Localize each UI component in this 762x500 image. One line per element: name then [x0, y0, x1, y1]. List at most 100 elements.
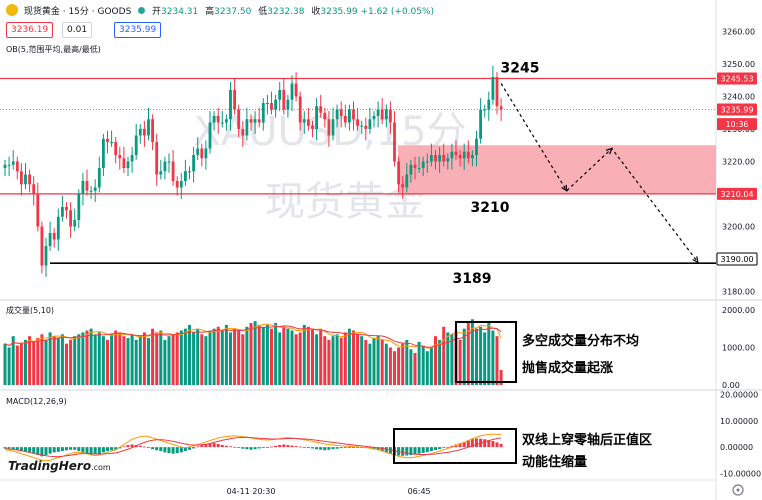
volume-bar [298, 332, 302, 385]
macd-histogram-bar [282, 444, 286, 448]
volume-bar [245, 326, 249, 385]
settings-icon[interactable] [732, 484, 744, 496]
candle [323, 107, 327, 128]
macd-histogram-bar [499, 443, 503, 448]
candle [61, 195, 64, 222]
candle [192, 146, 195, 183]
candle [491, 65, 495, 105]
candle [352, 101, 355, 131]
candle [44, 237, 48, 277]
macd-histogram-bar [11, 447, 15, 450]
volume-bar [15, 345, 19, 385]
candle [73, 208, 77, 232]
volume-bar [122, 336, 126, 385]
volume-bar [159, 330, 163, 385]
macd-tick-label: 20.00000 [720, 391, 758, 400]
macd-histogram-bar [470, 438, 474, 448]
macd-histogram-bar [15, 447, 19, 450]
candle [143, 120, 146, 147]
candle [126, 156, 130, 177]
macd-histogram-bar [245, 447, 249, 450]
volume-bar [311, 328, 314, 385]
price-tick-label: 3180.00 [722, 288, 755, 297]
svg-text:3190.00: 3190.00 [720, 255, 753, 264]
volume-bar [188, 324, 191, 385]
candle [483, 104, 487, 118]
candle [151, 114, 154, 151]
macd-histogram-bar [48, 447, 52, 454]
volume-bar [290, 330, 294, 385]
buy-price-button[interactable]: 3235.99 [114, 22, 162, 38]
macd-histogram-bar [192, 447, 196, 449]
macd-histogram-bar [495, 442, 499, 448]
volume-bar [81, 332, 85, 385]
sell-price-button[interactable]: 3236.19 [6, 22, 54, 38]
price-tick-label: 3250.00 [722, 60, 755, 69]
volume-bar [7, 347, 11, 385]
brand-logo-name: TradingHero [8, 459, 91, 473]
macd-histogram-bar [462, 441, 466, 448]
candle [401, 176, 405, 199]
volume-bar [89, 328, 93, 385]
ohlc-low-value: 3232.38 [267, 7, 305, 17]
macd-histogram-bar [130, 444, 134, 448]
volume-bar [483, 332, 487, 385]
macd-histogram-bar [85, 447, 89, 454]
time-tick-label: 04-11 20:30 [227, 487, 276, 496]
volume-bar [372, 338, 376, 385]
macd-histogram-bar [274, 445, 278, 448]
macd-histogram-bar [417, 447, 421, 454]
volume-bar [224, 324, 228, 385]
volume-bar [347, 328, 351, 385]
symbol-label[interactable]: 现货黄金 · 15分 · GOODS [23, 7, 132, 17]
volume-bar [302, 324, 306, 385]
macd-histogram-bar [429, 447, 433, 452]
volume-bar [479, 326, 483, 385]
macd-histogram-bar [44, 447, 48, 455]
candle [155, 133, 159, 186]
macd-histogram-bar [179, 447, 183, 453]
volume-bar [327, 339, 331, 385]
macd-histogram-bar [298, 446, 302, 448]
projection-path [500, 83, 699, 263]
candle [360, 120, 364, 134]
volume-bar [265, 324, 269, 385]
macd-histogram-bar [175, 447, 179, 454]
volume-bar [397, 347, 401, 385]
indicator-label[interactable]: OB(5,范围平均,最高/最低) [6, 45, 101, 54]
macd-histogram-bar [167, 447, 171, 454]
volume-bar [48, 332, 52, 385]
volume-bar [110, 334, 114, 385]
candle [175, 176, 179, 196]
macd-histogram-bar [491, 441, 495, 448]
price-tag: 3210.04 [717, 187, 757, 200]
candle [487, 91, 491, 121]
candle [462, 143, 466, 170]
volume-bar [147, 338, 150, 385]
volume-bar [388, 347, 392, 385]
volume-bar [475, 328, 478, 385]
candle [413, 156, 417, 180]
volume-bar [458, 339, 462, 385]
candle [421, 156, 425, 177]
candle [450, 143, 454, 170]
candle [52, 228, 56, 248]
candle [167, 153, 171, 173]
macd-histogram-bar [356, 447, 360, 448]
candle [290, 75, 294, 112]
volume-bar [56, 338, 60, 385]
candle [102, 133, 105, 177]
volume-bar [278, 332, 282, 385]
candle [270, 91, 273, 115]
volume-tick-label: 0.00 [722, 381, 740, 390]
candle [331, 107, 335, 141]
volume-bar [44, 339, 48, 385]
candle [118, 146, 122, 170]
volume-bar [257, 324, 261, 385]
gold-symbol-icon [6, 4, 18, 16]
volume-annotation-2: 抛售成交量起涨 [522, 360, 613, 376]
volume-bar [233, 328, 237, 385]
volume-bar [466, 323, 470, 385]
volume-bar [106, 339, 109, 385]
